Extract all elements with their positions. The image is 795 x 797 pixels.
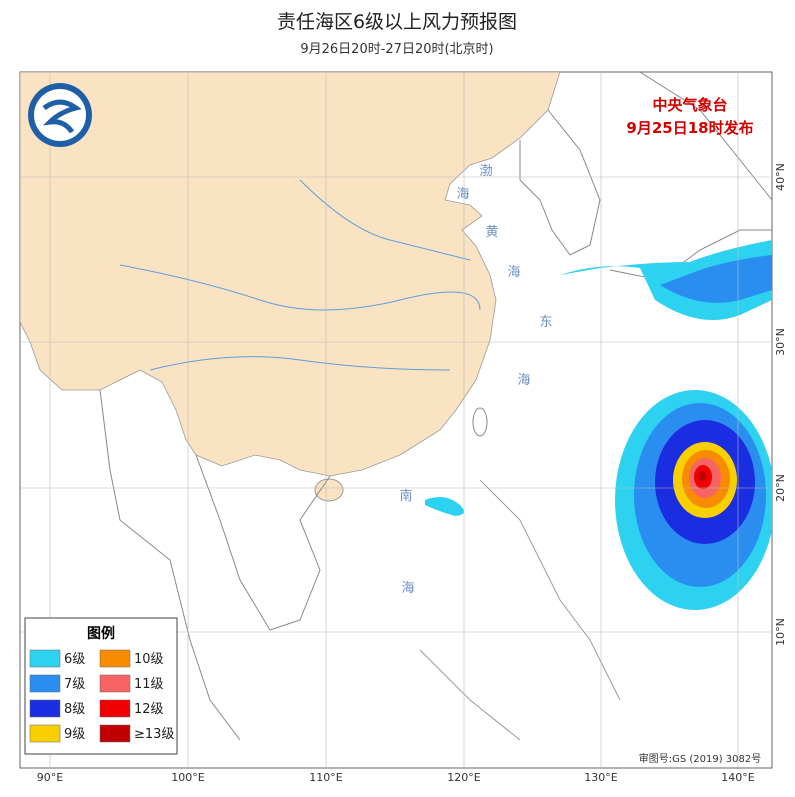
taiwan [472,407,488,437]
sea-label: 海 [517,373,530,388]
legend-swatch [29,699,61,718]
japan-coast [609,72,772,281]
legend-swatch [99,699,131,718]
sea-label: 渤 [479,163,492,179]
sea-label: 南 [399,488,412,504]
legend-label: 6级 [64,652,85,667]
logo [28,83,92,147]
lon-label: 120°E [447,771,480,784]
philippines-coast [419,479,621,741]
lon-label: 100°E [171,771,204,784]
lon-label: 110°E [309,771,342,784]
legend-label: 7级 [64,677,85,692]
approval-number: 审图号:GS (2019) 3082号 [639,752,762,765]
typhoon-wind-field [615,390,772,610]
legend-label: 8级 [64,702,85,717]
issuer-time: 9月25日18时发布 [626,119,753,137]
subtitle: 9月26日20时-27日20时(北京时) [300,42,493,57]
rivers [119,179,481,371]
legend-label: 12级 [134,702,164,717]
lon-label: 90°E [37,771,63,784]
issuer-name: 中央气象台 [652,96,727,114]
legend-label: 10级 [134,652,164,667]
lat-label: 20°N [774,474,787,502]
scs-wind-area [425,496,464,516]
hainan [314,478,344,502]
sea-label: 海 [507,265,520,280]
legend-swatch [29,649,61,668]
legend-label: 11级 [134,677,164,692]
sea-label: 海 [401,581,414,596]
lon-label: 140°E [721,771,754,784]
legend-swatch [99,724,131,743]
legend-swatch [29,724,61,743]
china-land [20,72,561,477]
sea-label: 黄 [485,225,498,240]
lon-label: 130°E [584,771,617,784]
title: 责任海区6级以上风力预报图 [277,11,517,33]
indochina-coast [99,389,331,741]
legend-swatch [29,674,61,693]
sea-label: 海 [456,187,469,202]
axis-labels: 90°E 100°E 110°E 120°E 130°E 140°E 40°N 30°N 20°… [37,163,787,784]
legend-swatch [99,649,131,668]
legend-swatch [99,674,131,693]
wind-level-area [698,471,706,481]
legend: 图例 6级 10级 7级 11级 8级 12级 9级 ≥13级 [24,617,178,755]
sea-label: 东 [539,315,552,330]
lat-label: 10°N [774,618,787,646]
lat-label: 40°N [774,163,787,191]
lat-label: 30°N [774,328,787,356]
legend-label: ≥13级 [134,727,174,742]
legend-title: 图例 [87,625,115,642]
legend-label: 9级 [64,727,85,742]
korea-coast [519,109,601,256]
japan-wind-area-7 [660,255,772,303]
